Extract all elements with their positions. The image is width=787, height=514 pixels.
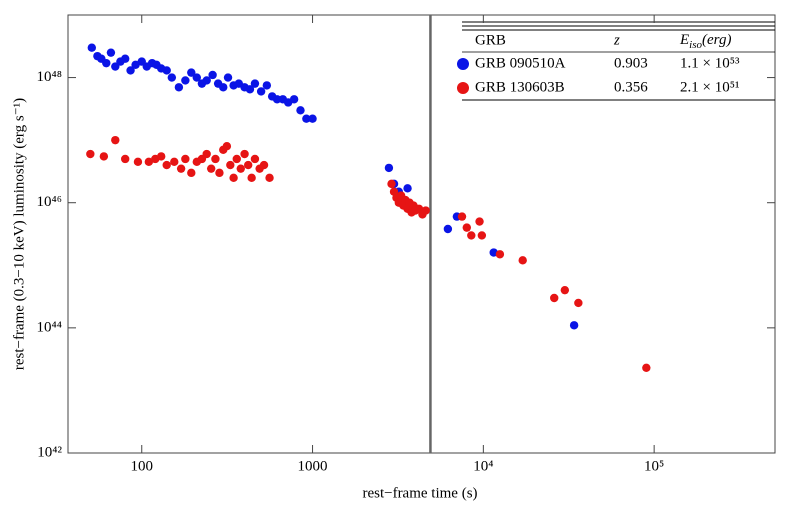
- data-point: [560, 285, 570, 295]
- data-point: [181, 154, 190, 164]
- data-point: [157, 152, 166, 161]
- legend-header: (erg): [702, 32, 731, 48]
- y-axis-label: rest−frame (0.3−10 keV) luminosity (erg …: [11, 98, 27, 370]
- data-point: [162, 160, 171, 170]
- data-point: [111, 135, 120, 145]
- data-point: [247, 173, 256, 183]
- x-tick-label: 10⁵: [644, 458, 664, 474]
- data-point: [120, 154, 130, 164]
- data-point: [99, 152, 109, 161]
- data-point: [126, 66, 135, 75]
- legend-energy: 2.1 × 10⁵¹: [680, 79, 739, 95]
- data-point: [250, 154, 260, 164]
- legend-header: GRB: [475, 32, 506, 48]
- data-point: [202, 149, 211, 159]
- data-point: [219, 83, 228, 92]
- data-point: [550, 293, 559, 303]
- data-point: [192, 73, 201, 82]
- data-point: [256, 87, 266, 96]
- data-point: [421, 206, 430, 215]
- data-point: [387, 179, 396, 189]
- data-point: [259, 160, 269, 170]
- plot-frame: [67, 14, 776, 454]
- legend-marker: [457, 58, 469, 70]
- data-point: [245, 85, 255, 94]
- data-point: [120, 54, 130, 63]
- y-tick-label: 10⁴⁸: [37, 69, 62, 85]
- data-point: [642, 363, 651, 372]
- x-axis-label: rest−frame time (s): [362, 485, 477, 501]
- data-point: [477, 231, 487, 240]
- data-point: [272, 95, 282, 104]
- data-point: [144, 157, 154, 167]
- data-point: [87, 43, 97, 52]
- data-point: [176, 164, 186, 173]
- data-point: [106, 48, 116, 57]
- data-point: [187, 168, 196, 178]
- data-point: [443, 224, 453, 234]
- data-point: [162, 66, 171, 75]
- legend: GRB z Eiso(erg) GRB 090510A 0.903 1.1 × 10…: [457, 21, 775, 101]
- y-tick-label: 10⁴⁶: [37, 194, 62, 210]
- data-point: [518, 256, 527, 265]
- data-point: [384, 163, 394, 173]
- legend-z: 0.903: [614, 55, 648, 71]
- data-point: [475, 217, 484, 226]
- legend-z: 0.356: [614, 79, 648, 95]
- data-point: [240, 149, 249, 159]
- data-point: [495, 250, 505, 259]
- data-point: [229, 173, 238, 183]
- legend-header: E: [679, 32, 689, 48]
- data-point: [181, 76, 190, 85]
- data-point: [462, 223, 471, 232]
- data-point: [265, 173, 274, 183]
- legend-energy: 1.1 × 10⁵³: [680, 55, 740, 71]
- data-point: [133, 157, 143, 167]
- data-point: [250, 79, 260, 88]
- data-point: [226, 160, 235, 170]
- data-point: [308, 114, 317, 123]
- data-point: [131, 60, 140, 69]
- data-point: [208, 70, 217, 80]
- data-point: [174, 83, 184, 92]
- data-point: [236, 164, 245, 173]
- data-point: [289, 95, 299, 104]
- x-tick-label: 1000: [298, 458, 328, 474]
- data-point: [232, 154, 241, 164]
- data-point: [222, 142, 232, 151]
- data-point: [467, 231, 476, 240]
- data-point: [569, 321, 579, 330]
- data-point: [296, 106, 305, 115]
- data-point: [167, 73, 177, 82]
- data-point: [86, 149, 95, 159]
- data-point: [170, 157, 179, 167]
- legend-marker: [457, 82, 469, 94]
- data-point: [403, 184, 412, 193]
- data-point: [206, 164, 216, 173]
- y-tick-label: 10⁴⁴: [37, 319, 62, 335]
- legend-label: GRB 130603B: [475, 79, 565, 95]
- legend-header: z: [613, 32, 620, 48]
- data-point: [244, 160, 253, 170]
- data-point: [457, 212, 467, 221]
- data-point: [102, 58, 111, 68]
- y-tick-label: 10⁴²: [37, 444, 62, 460]
- legend-header: Eiso(erg): [679, 32, 731, 50]
- data-point: [574, 298, 583, 308]
- data-point: [302, 114, 311, 123]
- data-point: [223, 73, 233, 82]
- x-tick-label: 10⁴: [473, 458, 493, 474]
- x-tick-label: 100: [131, 458, 154, 474]
- data-point: [187, 68, 196, 77]
- data-point: [262, 81, 272, 90]
- data-point: [211, 154, 220, 164]
- legend-label: GRB 090510A: [475, 55, 566, 71]
- legend-header: iso: [689, 39, 702, 51]
- data-point: [215, 168, 224, 178]
- data-point: [202, 76, 211, 85]
